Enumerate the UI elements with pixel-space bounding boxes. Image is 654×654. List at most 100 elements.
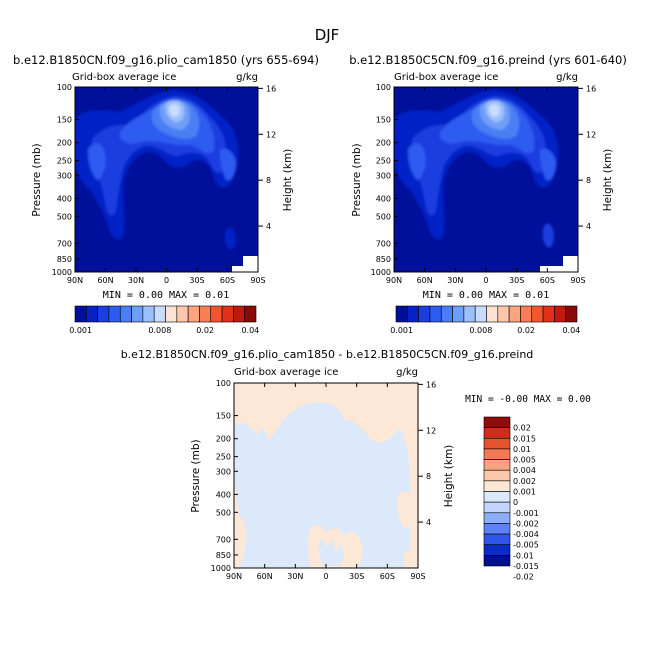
colorbar-swatch: [483, 437, 511, 450]
x-tick-label: 30S: [509, 276, 524, 285]
x-tick-label: 30N: [287, 572, 303, 581]
y-tick-label: 150: [216, 412, 231, 421]
colorbar-swatch: [452, 305, 465, 323]
y-tick-label: 250: [57, 157, 72, 166]
colorbar-swatch: [542, 305, 555, 323]
y-tick-label: 1000: [371, 268, 391, 277]
colorbar-label: -0.02: [513, 573, 534, 582]
x-tick-label: 30S: [349, 572, 364, 581]
colorbar-label: 0.001: [513, 488, 536, 497]
colorbar-swatch: [531, 305, 544, 323]
x-tick-label: 60S: [220, 276, 235, 285]
colorbar-swatch: [483, 501, 511, 514]
stats-label: MIN = 0.00 MAX = 0.01: [423, 290, 549, 301]
colorbar-swatch: [119, 305, 132, 323]
colorbar-label: 0.005: [513, 456, 536, 465]
x-tick-label: 90N: [226, 572, 242, 581]
colorbar-swatch: [74, 305, 87, 323]
x-tick-label: 90S: [250, 276, 265, 285]
y-tick-label: 100: [216, 379, 231, 388]
y2-tick-label: 16: [426, 380, 436, 389]
panel-title: b.e12.B1850C5CN.f09_g16.preind (yrs 601-…: [349, 53, 627, 67]
colorbar-label: 0.01: [513, 445, 531, 454]
colorbar-label: 0.001: [69, 326, 92, 335]
colorbar: 0.001 0.008 0.02 0.04: [390, 305, 580, 335]
y-tick-label: 200: [57, 139, 72, 148]
colorbar-swatch: [520, 305, 533, 323]
x-tick-label: 30N: [128, 276, 144, 285]
panel-bottom-difference: b.e12.B1850CN.f09_g16.plio_cam1850 - b.e…: [121, 348, 591, 582]
x-tick-label: 0: [323, 572, 328, 581]
x-tick-label: 0: [483, 276, 488, 285]
colorbar-label: 0.008: [148, 326, 171, 335]
colorbar-swatch: [429, 305, 442, 323]
colorbar-swatch: [395, 305, 408, 323]
colorbar-label: -0.015: [513, 562, 539, 571]
contour-field: [234, 383, 418, 568]
colorbar-swatch: [199, 305, 212, 323]
colorbar-swatch: [463, 305, 476, 323]
colorbar-swatch: [483, 480, 511, 492]
colorbar-swatch: [483, 512, 511, 524]
colorbar-swatch: [483, 533, 511, 546]
y2-tick-label: 12: [586, 130, 596, 139]
y2-tick-label: 16: [586, 84, 596, 93]
stats-label: MIN = -0.00 MAX = 0.00: [465, 394, 591, 405]
units-label: g/kg: [556, 72, 578, 83]
y2-tick-label: 12: [426, 426, 436, 435]
colorbar-swatch: [483, 427, 511, 439]
y-tick-label: 100: [57, 83, 72, 92]
colorbar-swatch: [483, 459, 511, 471]
x-tick-label: 90N: [386, 276, 402, 285]
variable-label: Grid-box average ice: [72, 72, 176, 83]
colorbar-swatch: [233, 305, 245, 323]
colorbar-label: 0.04: [562, 326, 580, 335]
y-tick-label: 400: [57, 194, 72, 203]
x-tick-label: 0: [164, 276, 169, 285]
y2-tick-label: 4: [266, 222, 271, 231]
colorbar-swatch: [483, 469, 511, 482]
colorbar-swatch: [483, 523, 511, 535]
colorbar-swatch: [483, 491, 511, 503]
colorbar-label: 0.002: [513, 477, 536, 486]
y-tick-label: 850: [376, 255, 391, 264]
x-tick-label: 60N: [417, 276, 433, 285]
x-tick-label: 90S: [570, 276, 585, 285]
colorbar-swatch: [483, 416, 511, 428]
colorbar-swatch: [483, 448, 511, 460]
x-tick-label: 30S: [189, 276, 204, 285]
stats-label: MIN = 0.00 MAX = 0.01: [103, 290, 229, 301]
colorbar-swatch: [176, 305, 189, 323]
colorbar-swatch: [142, 305, 155, 323]
colorbar: 0.001 0.008 0.02 0.04: [69, 305, 259, 335]
y2-tick-label: 8: [586, 176, 591, 185]
colorbar-label: 0.001: [390, 326, 413, 335]
y-tick-label: 300: [376, 171, 391, 180]
y-tick-label: 700: [57, 239, 72, 248]
colorbar-label: 0.04: [241, 326, 259, 335]
y-tick-label: 150: [57, 116, 72, 125]
x-tick-label: 60S: [540, 276, 555, 285]
y-tick-label: 500: [57, 212, 72, 221]
variable-label: Grid-box average ice: [394, 72, 498, 83]
colorbar-label: -0.001: [513, 509, 539, 518]
y-tick-label: 1000: [52, 268, 72, 277]
colorbar-swatch: [565, 305, 578, 323]
y-axis-label: Pressure (mb): [351, 143, 363, 216]
y2-tick-label: 8: [266, 176, 271, 185]
units-label: g/kg: [236, 72, 258, 83]
y2-tick-label: 4: [586, 222, 591, 231]
colorbar-label: 0.008: [469, 326, 492, 335]
y-tick-label: 300: [216, 467, 231, 476]
y-axis-label: Pressure (mb): [31, 143, 43, 216]
y-tick-label: 700: [376, 239, 391, 248]
x-tick-label: 90S: [410, 572, 425, 581]
y-tick-label: 500: [216, 508, 231, 517]
y-tick-label: 850: [57, 255, 72, 264]
y2-axis-label: Height (km): [282, 149, 294, 212]
colorbar-swatch: [187, 305, 200, 323]
y-tick-label: 850: [216, 551, 231, 560]
y-tick-label: 1000: [211, 564, 231, 573]
y-tick-label: 150: [376, 116, 391, 125]
y-tick-label: 200: [216, 435, 231, 444]
